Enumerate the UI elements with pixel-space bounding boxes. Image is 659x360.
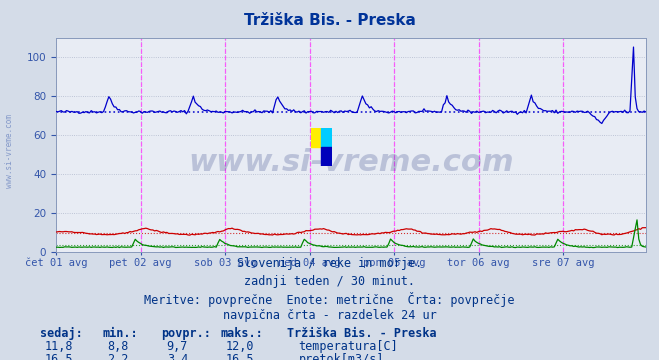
Text: 16,5: 16,5 <box>226 353 254 360</box>
Text: 8,8: 8,8 <box>107 340 129 353</box>
Text: www.si-vreme.com: www.si-vreme.com <box>5 114 14 188</box>
Text: 12,0: 12,0 <box>226 340 254 353</box>
Text: maks.:: maks.: <box>221 327 264 340</box>
Text: 2,2: 2,2 <box>107 353 129 360</box>
Text: Tržiška Bis. - Preska: Tržiška Bis. - Preska <box>287 327 436 340</box>
Text: zadnji teden / 30 minut.: zadnji teden / 30 minut. <box>244 275 415 288</box>
Text: temperatura[C]: temperatura[C] <box>299 340 398 353</box>
Bar <box>321 128 331 147</box>
Text: povpr.:: povpr.: <box>161 327 212 340</box>
Text: sedaj:: sedaj: <box>40 327 82 340</box>
Bar <box>311 128 321 147</box>
Text: Meritve: povprečne  Enote: metrične  Črta: povprečje: Meritve: povprečne Enote: metrične Črta:… <box>144 292 515 307</box>
Text: 16,5: 16,5 <box>45 353 73 360</box>
Bar <box>321 147 331 166</box>
Text: navpična črta - razdelek 24 ur: navpična črta - razdelek 24 ur <box>223 309 436 322</box>
Text: min.:: min.: <box>102 327 138 340</box>
Text: pretok[m3/s]: pretok[m3/s] <box>299 353 384 360</box>
Text: 3,4: 3,4 <box>167 353 188 360</box>
Text: www.si-vreme.com: www.si-vreme.com <box>188 148 514 176</box>
Text: 9,7: 9,7 <box>167 340 188 353</box>
Text: Tržiška Bis. - Preska: Tržiška Bis. - Preska <box>244 13 415 28</box>
Text: Slovenija / reke in morje.: Slovenija / reke in morje. <box>237 257 422 270</box>
Text: 11,8: 11,8 <box>45 340 73 353</box>
